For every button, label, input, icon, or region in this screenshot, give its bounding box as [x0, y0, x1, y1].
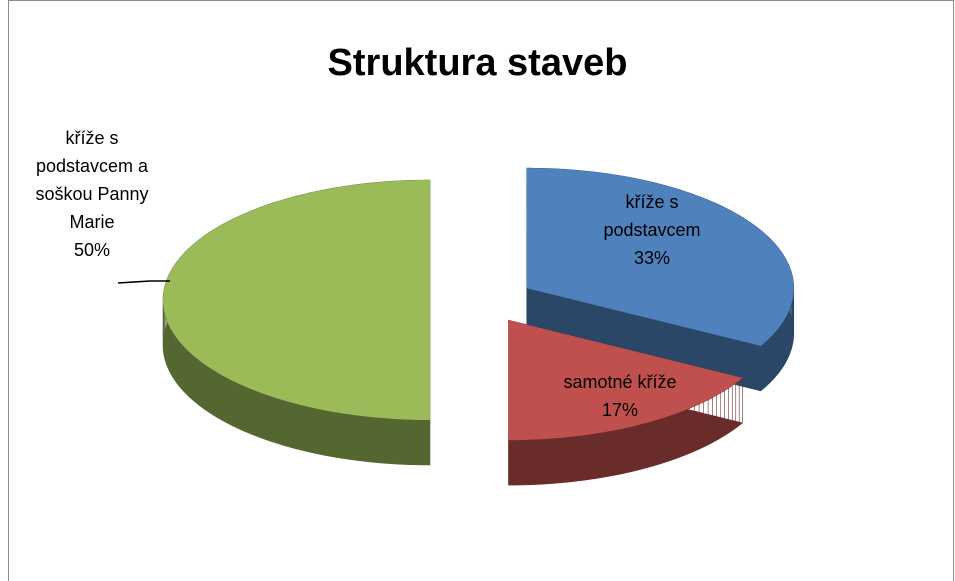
- label-value: 50%: [73, 240, 111, 260]
- slice: [508, 320, 743, 441]
- slice: [526, 168, 794, 346]
- data-label: kříže s podstavcem 33%: [587, 188, 717, 272]
- label-value: 33%: [633, 248, 671, 268]
- label-category: kříže s podstavcem: [603, 192, 701, 240]
- data-label: samotné kříže 17%: [520, 368, 720, 424]
- slice: [163, 180, 430, 420]
- label-value: 17%: [601, 400, 639, 420]
- data-label: kříže s podstavcem a soškou Panny Marie 5…: [27, 124, 157, 264]
- label-category: samotné kříže: [563, 372, 677, 392]
- chart-title: Struktura staveb: [327, 42, 628, 84]
- label-category: kříže s podstavcem a soškou Panny Marie: [35, 128, 149, 232]
- chart-frame: [8, 0, 954, 581]
- leader-line: [117, 280, 170, 284]
- pie: [162, 167, 795, 486]
